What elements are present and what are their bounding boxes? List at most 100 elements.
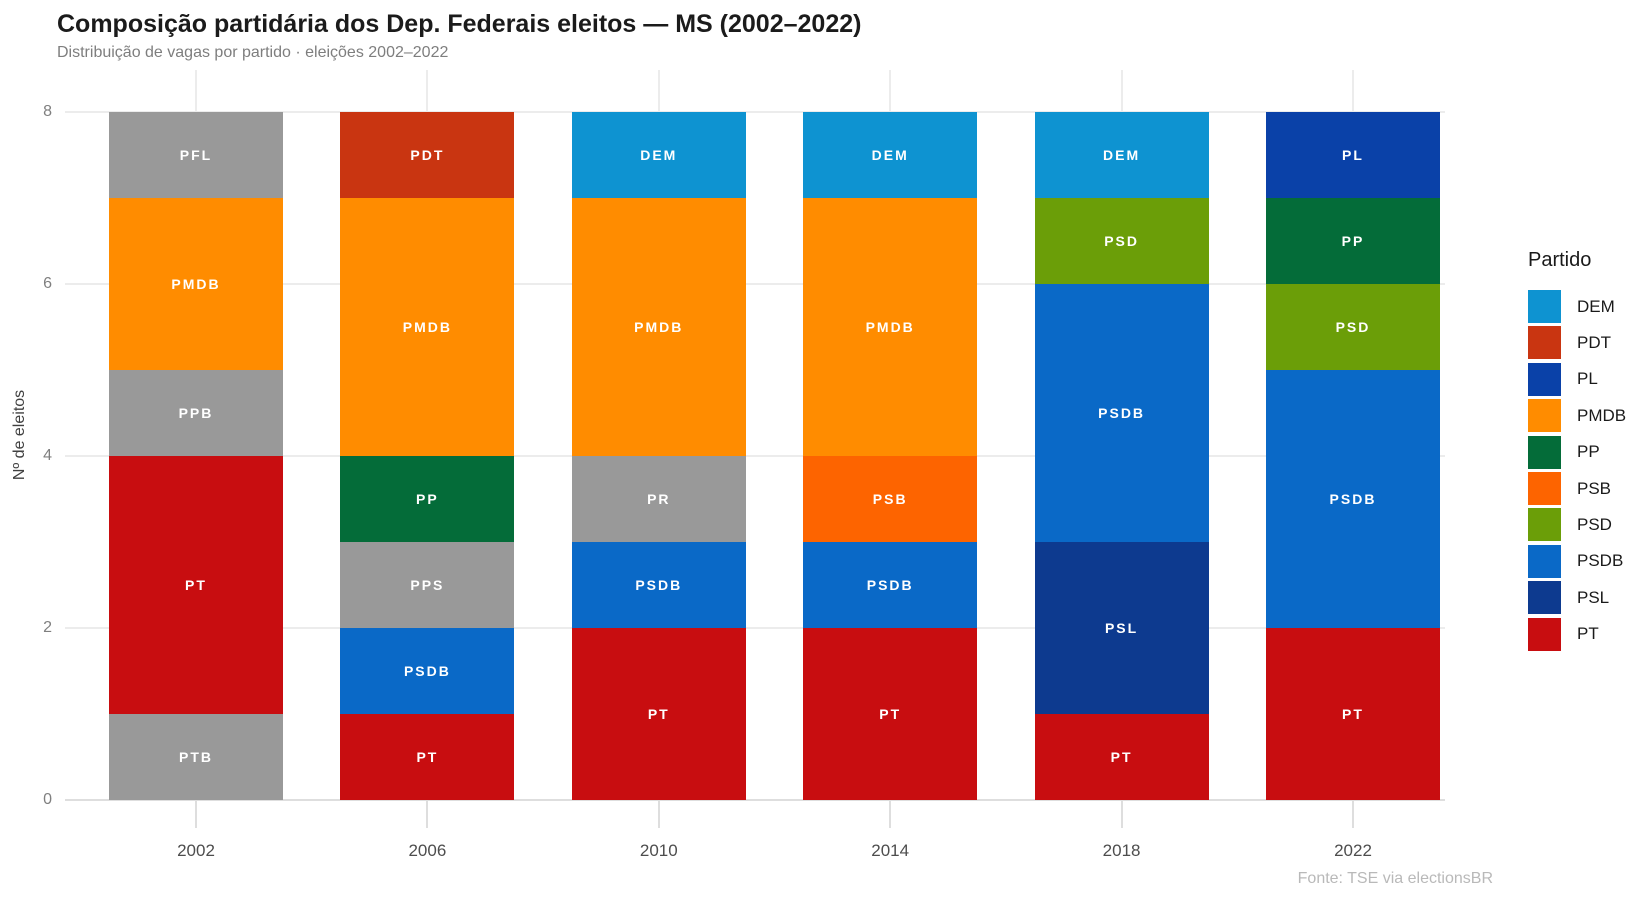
x-tick-label-2010: 2010 bbox=[639, 841, 678, 860]
legend-swatch-PT bbox=[1528, 617, 1561, 651]
bar-segment-label: PMDB bbox=[402, 319, 452, 335]
bar-segment-label: PDT bbox=[410, 147, 445, 163]
bar-segment-2006-PT: PT bbox=[340, 714, 515, 800]
legend-label-PP: PP bbox=[1577, 442, 1600, 462]
bar-segment-label: PPB bbox=[178, 405, 214, 421]
bar-segment-label: PSB bbox=[872, 491, 908, 507]
bar-segment-2002-PT: PT bbox=[109, 456, 283, 714]
x-axis-tick-2010 bbox=[657, 800, 660, 828]
x-axis-tick-2006 bbox=[426, 800, 429, 828]
y-axis-title: Nº de eleitos bbox=[11, 389, 28, 481]
bar-segment-label: PMDB bbox=[171, 276, 221, 292]
bar-segment-2014-PSDB: PSDB bbox=[803, 542, 978, 628]
bar-segment-label: PMDB bbox=[634, 319, 684, 335]
bar-segment-2002-PTB: PTB bbox=[109, 714, 283, 800]
legend-row-PSL: PSL bbox=[1528, 581, 1610, 615]
legend-swatch-PP bbox=[1528, 435, 1561, 469]
bar-segment-label: PSDB bbox=[866, 577, 914, 593]
bar-segment-2006-PP: PP bbox=[340, 456, 515, 542]
x-axis-tick-2018 bbox=[1120, 800, 1123, 828]
y-tick-label-0: 0 bbox=[43, 791, 52, 808]
legend-swatch-PSDB bbox=[1528, 544, 1561, 578]
bar-segment-2014-PT: PT bbox=[803, 628, 978, 800]
y-tick-label-6: 6 bbox=[43, 275, 52, 292]
bar-segment-label: PPS bbox=[410, 577, 445, 593]
legend-swatch-DEM bbox=[1528, 290, 1561, 323]
bar-segment-2010-PMDB: PMDB bbox=[571, 198, 746, 456]
legend-swatch-PL bbox=[1528, 362, 1561, 396]
gridline-y-2 bbox=[65, 627, 1445, 629]
legend-label-DEM: DEM bbox=[1577, 296, 1615, 316]
gridline-y-8 bbox=[65, 111, 1445, 113]
bar-segment-label: PSDB bbox=[1329, 491, 1377, 507]
bar-segment-label: PSDB bbox=[403, 663, 451, 679]
source-note: Fonte: TSE via electionsBR bbox=[1297, 870, 1493, 887]
legend-label-PT: PT bbox=[1577, 624, 1599, 644]
legend-label-PSD: PSD bbox=[1577, 514, 1612, 534]
bar-segment-2010-PR: PR bbox=[571, 456, 746, 542]
legend-row-PSB: PSB bbox=[1528, 472, 1611, 505]
bar-segment-2010-PT: PT bbox=[571, 628, 746, 800]
bar-segment-2006-PDT: PDT bbox=[340, 112, 515, 198]
bar-segment-2010-PSDB: PSDB bbox=[571, 542, 746, 628]
bar-segment-label: PFL bbox=[179, 147, 213, 163]
x-tick-label-2002: 2002 bbox=[177, 841, 215, 860]
bar-segment-label: PT bbox=[879, 706, 902, 722]
bar-segment-label: PSDB bbox=[635, 577, 683, 593]
bar-segment-2018-PT: PT bbox=[1034, 714, 1209, 800]
legend-swatch-PSL bbox=[1528, 581, 1561, 615]
bar-segment-label: PP bbox=[1341, 233, 1365, 249]
x-axis-line bbox=[65, 799, 1445, 801]
bar-segment-label: DEM bbox=[871, 147, 909, 163]
bar-segment-label: DEM bbox=[1103, 147, 1141, 163]
bar-segment-2006-PMDB: PMDB bbox=[340, 198, 515, 456]
legend-label-PMDB: PMDB bbox=[1577, 405, 1627, 425]
legend-title: Partido bbox=[1528, 249, 1592, 271]
bar-segment-label: PT bbox=[647, 706, 670, 722]
bar-segment-2002-PMDB: PMDB bbox=[109, 198, 283, 370]
bar-segment-2006-PPS: PPS bbox=[340, 542, 515, 628]
bar-segment-2002-PPB: PPB bbox=[109, 370, 283, 456]
x-tick-label-2018: 2018 bbox=[1102, 841, 1141, 860]
x-axis-tick-2014 bbox=[889, 800, 892, 828]
y-tick-label-8: 8 bbox=[43, 103, 52, 120]
bar-segment-label: PSD bbox=[1104, 233, 1139, 249]
bar-segment-label: PP bbox=[416, 491, 439, 507]
bar-segment-label: PT bbox=[1110, 749, 1133, 765]
legend-row-PT: PT bbox=[1528, 617, 1599, 651]
bar-segment-label: PR bbox=[647, 491, 671, 507]
bar-segment-2018-DEM: DEM bbox=[1034, 112, 1209, 198]
bar-segment-label: PSL bbox=[1104, 620, 1139, 636]
x-tick-label-2006: 2006 bbox=[408, 841, 447, 860]
bar-segment-label: PTB bbox=[179, 749, 213, 765]
bar-segment-label: PSDB bbox=[1098, 405, 1146, 421]
legend-label-PDT: PDT bbox=[1577, 332, 1611, 352]
gridline-y-4 bbox=[65, 455, 1445, 457]
legend-label-PSL: PSL bbox=[1577, 587, 1610, 607]
bar-segment-2022-PP: PP bbox=[1266, 198, 1440, 284]
bar-segment-label: DEM bbox=[640, 147, 678, 163]
bar-segment-2018-PSL: PSL bbox=[1034, 542, 1209, 714]
legend-row-PMDB: PMDB bbox=[1528, 399, 1627, 433]
legend-row-DEM: DEM bbox=[1528, 290, 1615, 323]
x-axis-tick-2002 bbox=[195, 800, 197, 828]
legend-swatch-PSD bbox=[1528, 508, 1561, 542]
bar-segment-2014-PSB: PSB bbox=[803, 456, 978, 542]
chart-subtitle: Distribuição de vagas por partido · elei… bbox=[57, 44, 449, 61]
bar-segment-2022-PL: PL bbox=[1266, 112, 1440, 198]
bar-segment-2018-PSDB: PSDB bbox=[1034, 284, 1209, 542]
gridline-y-6 bbox=[65, 283, 1445, 285]
bar-segment-label: PMDB bbox=[865, 319, 915, 335]
x-tick-label-2022: 2022 bbox=[1334, 841, 1372, 860]
bar-segment-2022-PSDB: PSDB bbox=[1266, 370, 1440, 628]
x-axis-tick-2022 bbox=[1352, 800, 1354, 828]
legend-row-PSD: PSD bbox=[1528, 508, 1612, 542]
bar-segment-label: PT bbox=[1342, 706, 1364, 722]
legend-swatch-PSB bbox=[1528, 472, 1561, 505]
bar-segment-2022-PSD: PSD bbox=[1266, 284, 1440, 370]
y-tick-label-4: 4 bbox=[43, 447, 52, 464]
bar-segment-2010-DEM: DEM bbox=[571, 112, 746, 198]
legend-row-PL: PL bbox=[1528, 362, 1598, 396]
bar-segment-label: PT bbox=[416, 749, 439, 765]
